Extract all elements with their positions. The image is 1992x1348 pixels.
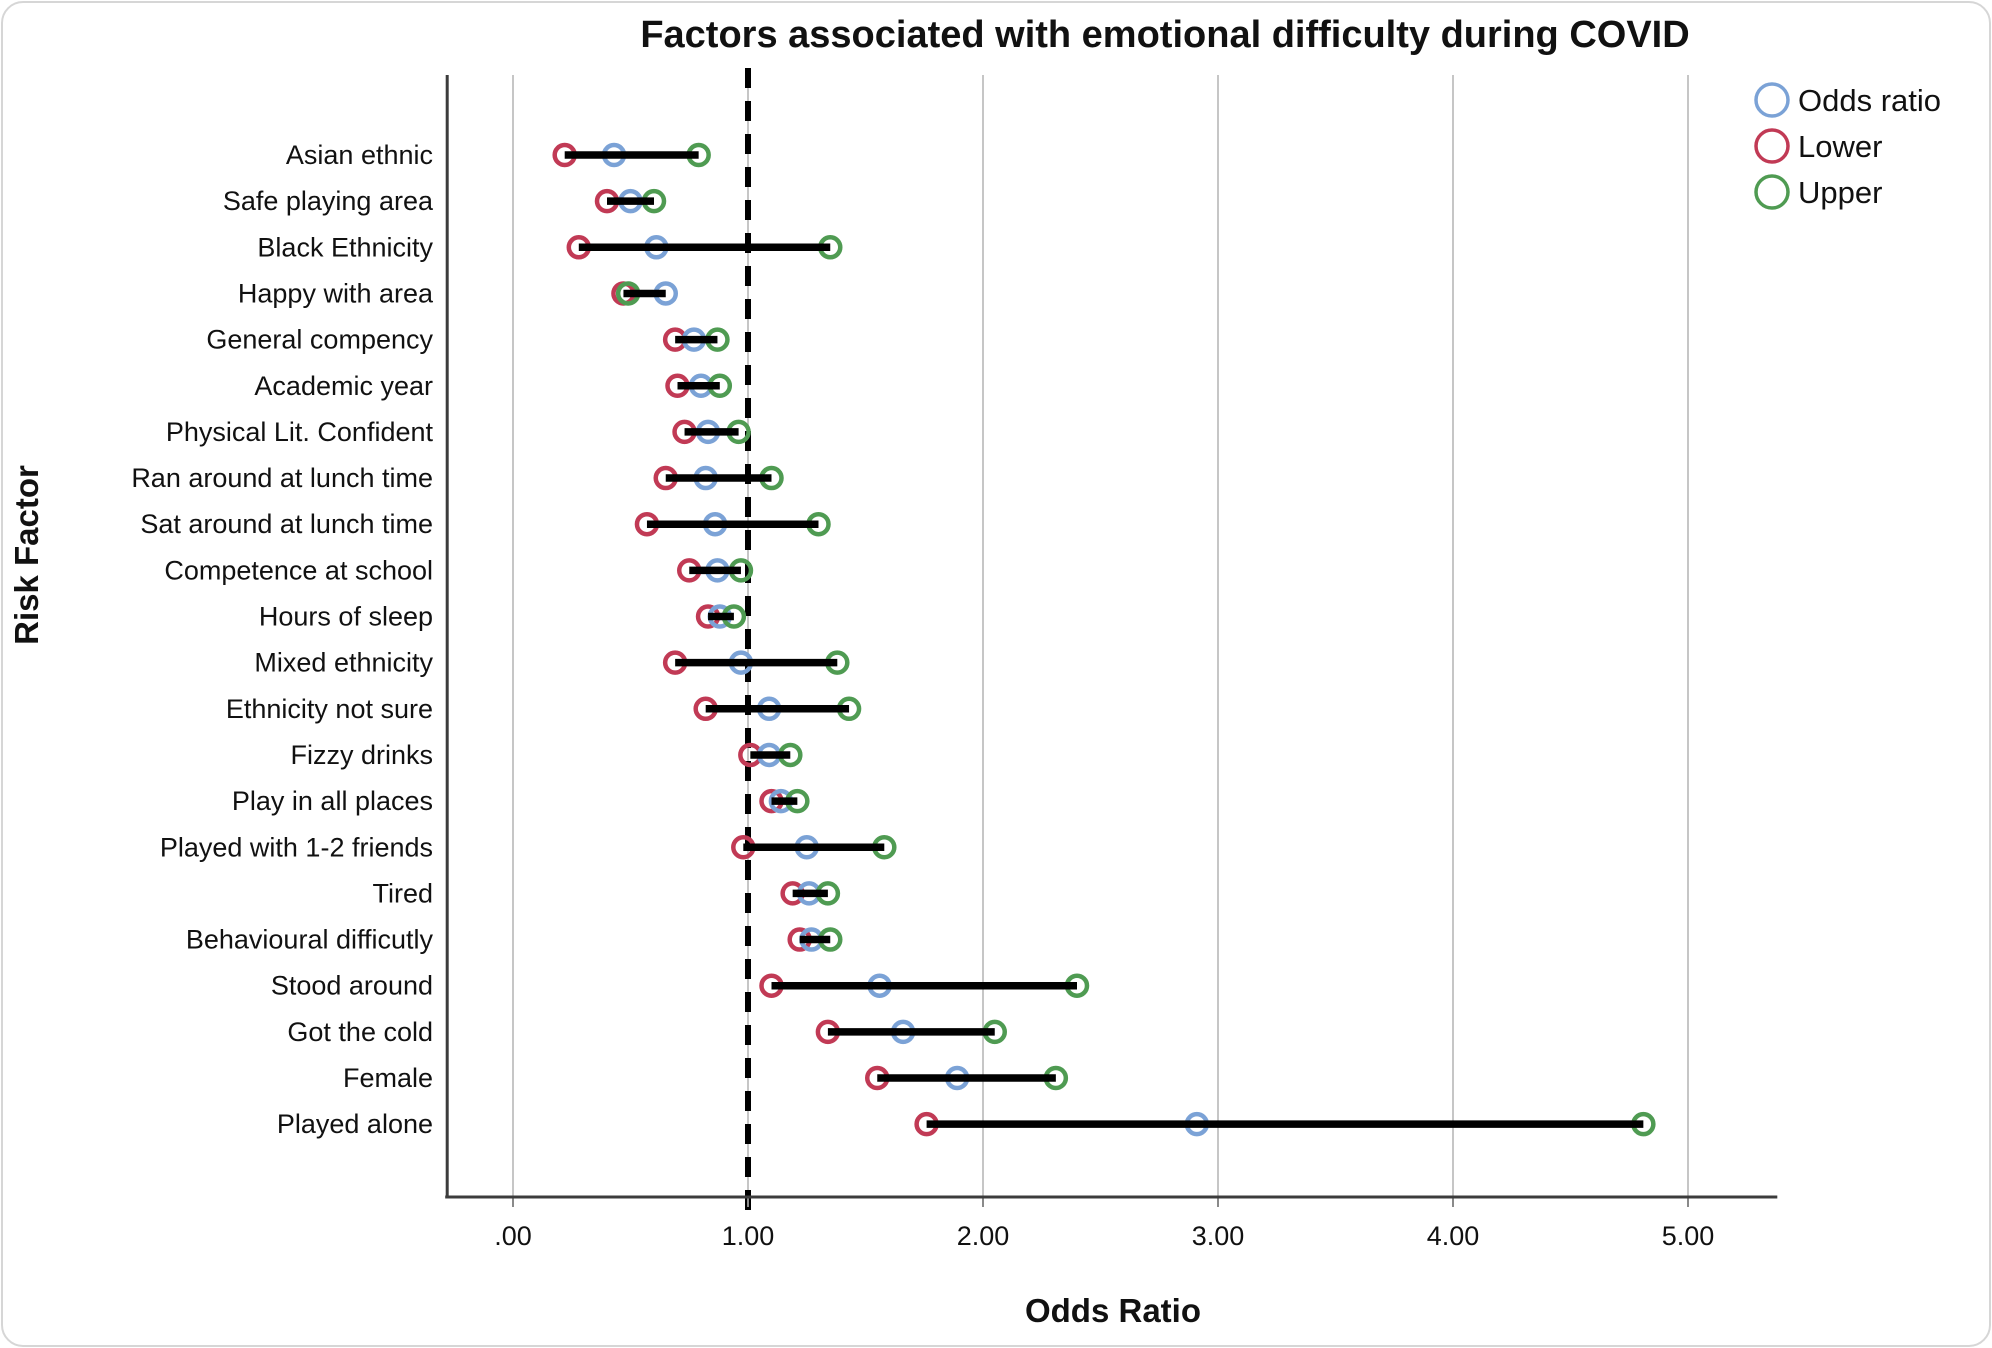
forest-row: Stood around — [271, 971, 1090, 1001]
forest-row: Tired — [372, 878, 841, 908]
x-tick-label: 1.00 — [722, 1221, 775, 1251]
legend-item-upper: Upper — [1754, 174, 1882, 210]
category-label: Fizzy drinks — [290, 740, 433, 770]
forest-row: Behavioural difficutly — [186, 925, 843, 955]
forest-row: Ethnicity not sure — [226, 694, 862, 724]
grid-layer — [512, 68, 1689, 1212]
category-label: Female — [343, 1063, 433, 1093]
category-label: Tired — [372, 878, 433, 908]
category-label: Played alone — [277, 1109, 433, 1139]
category-label: Play in all places — [232, 786, 433, 816]
legend-label-upper: Upper — [1798, 175, 1882, 210]
category-label: Stood around — [271, 971, 433, 1001]
legend-label-lower: Lower — [1798, 129, 1882, 164]
forest-row: Played alone — [277, 1109, 1656, 1139]
x-tick-label: 4.00 — [1427, 1221, 1480, 1251]
forest-row: Asian ethnic — [286, 140, 711, 170]
forest-row: Black Ethnicity — [257, 232, 843, 262]
category-label: Physical Lit. Confident — [166, 417, 434, 447]
forest-row: Hours of sleep — [259, 602, 747, 632]
category-label: Safe playing area — [223, 186, 434, 216]
category-label: Played with 1-2 friends — [160, 832, 433, 862]
forest-row: Sat around at lunch time — [140, 509, 831, 539]
forest-row: Play in all places — [232, 786, 810, 816]
category-label: Happy with area — [238, 278, 434, 308]
category-label: Academic year — [254, 371, 433, 401]
x-axis-label: Odds Ratio — [1025, 1292, 1201, 1329]
forest-row: General compency — [206, 325, 730, 355]
category-label: Hours of sleep — [259, 602, 433, 632]
category-label: Competence at school — [164, 555, 433, 585]
data-layer: Asian ethnic Safe playing area Black Ethni… — [131, 140, 1656, 1139]
upper-legend-marker-icon — [1754, 174, 1790, 210]
axis-layer: .00 1.00 2.00 3.00 4.00 5.00 — [445, 75, 1778, 1251]
forest-row: Academic year — [254, 371, 733, 401]
y-axis-label: Risk Factor — [8, 465, 45, 645]
forest-row: Got the cold — [287, 1017, 1007, 1047]
category-label: Ran around at lunch time — [131, 463, 433, 493]
category-label: General compency — [206, 325, 433, 355]
x-tick-label: 5.00 — [1662, 1221, 1715, 1251]
legend: Odds ratio Lower Upper — [1754, 82, 1941, 210]
category-label: Asian ethnic — [286, 140, 433, 170]
category-label: Sat around at lunch time — [140, 509, 433, 539]
forest-row: Happy with area — [238, 278, 678, 308]
forest-row: Safe playing area — [223, 186, 667, 216]
forest-row: Physical Lit. Confident — [166, 417, 751, 447]
category-label: Got the cold — [287, 1017, 433, 1047]
x-tick-label: 2.00 — [957, 1221, 1010, 1251]
forest-row: Competence at school — [164, 555, 754, 585]
category-label: Mixed ethnicity — [254, 648, 433, 678]
lower-legend-marker-icon — [1754, 128, 1790, 164]
legend-label-odds-ratio: Odds ratio — [1798, 83, 1941, 118]
forest-row: Played with 1-2 friends — [160, 832, 897, 862]
legend-item-lower: Lower — [1754, 128, 1882, 164]
category-label: Ethnicity not sure — [226, 694, 433, 724]
x-tick-label: 3.00 — [1192, 1221, 1245, 1251]
chart-title: Factors associated with emotional diffic… — [640, 14, 1689, 56]
forest-row: Female — [343, 1063, 1069, 1093]
forest-row: Fizzy drinks — [290, 740, 803, 770]
forest-row: Ran around at lunch time — [131, 463, 784, 493]
odds-ratio-legend-marker-icon — [1754, 82, 1790, 118]
legend-item-odds-ratio: Odds ratio — [1754, 82, 1941, 118]
x-tick-label: .00 — [494, 1221, 532, 1251]
category-label: Behavioural difficutly — [186, 925, 434, 955]
category-label: Black Ethnicity — [257, 232, 433, 262]
forest-row: Mixed ethnicity — [254, 648, 850, 678]
